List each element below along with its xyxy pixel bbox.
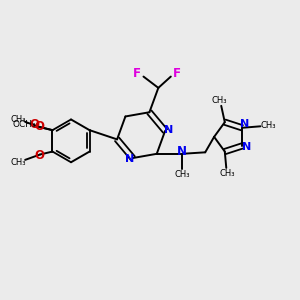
Text: CH₃: CH₃ (11, 158, 26, 167)
Text: CH₃: CH₃ (212, 96, 227, 105)
Text: CH₃: CH₃ (261, 121, 276, 130)
Text: CH₃: CH₃ (174, 170, 190, 179)
Text: F: F (133, 67, 141, 80)
Text: O: O (35, 120, 45, 133)
Text: O: O (30, 118, 40, 131)
Text: F: F (173, 67, 181, 80)
Text: OCH₃: OCH₃ (12, 120, 36, 129)
Text: O: O (35, 149, 45, 162)
Text: N: N (164, 125, 173, 135)
Text: CH₃: CH₃ (219, 169, 235, 178)
Text: N: N (239, 119, 249, 129)
Text: N: N (177, 145, 187, 158)
Text: CH₃: CH₃ (11, 115, 26, 124)
Text: N: N (242, 142, 251, 152)
Text: N: N (124, 154, 134, 164)
